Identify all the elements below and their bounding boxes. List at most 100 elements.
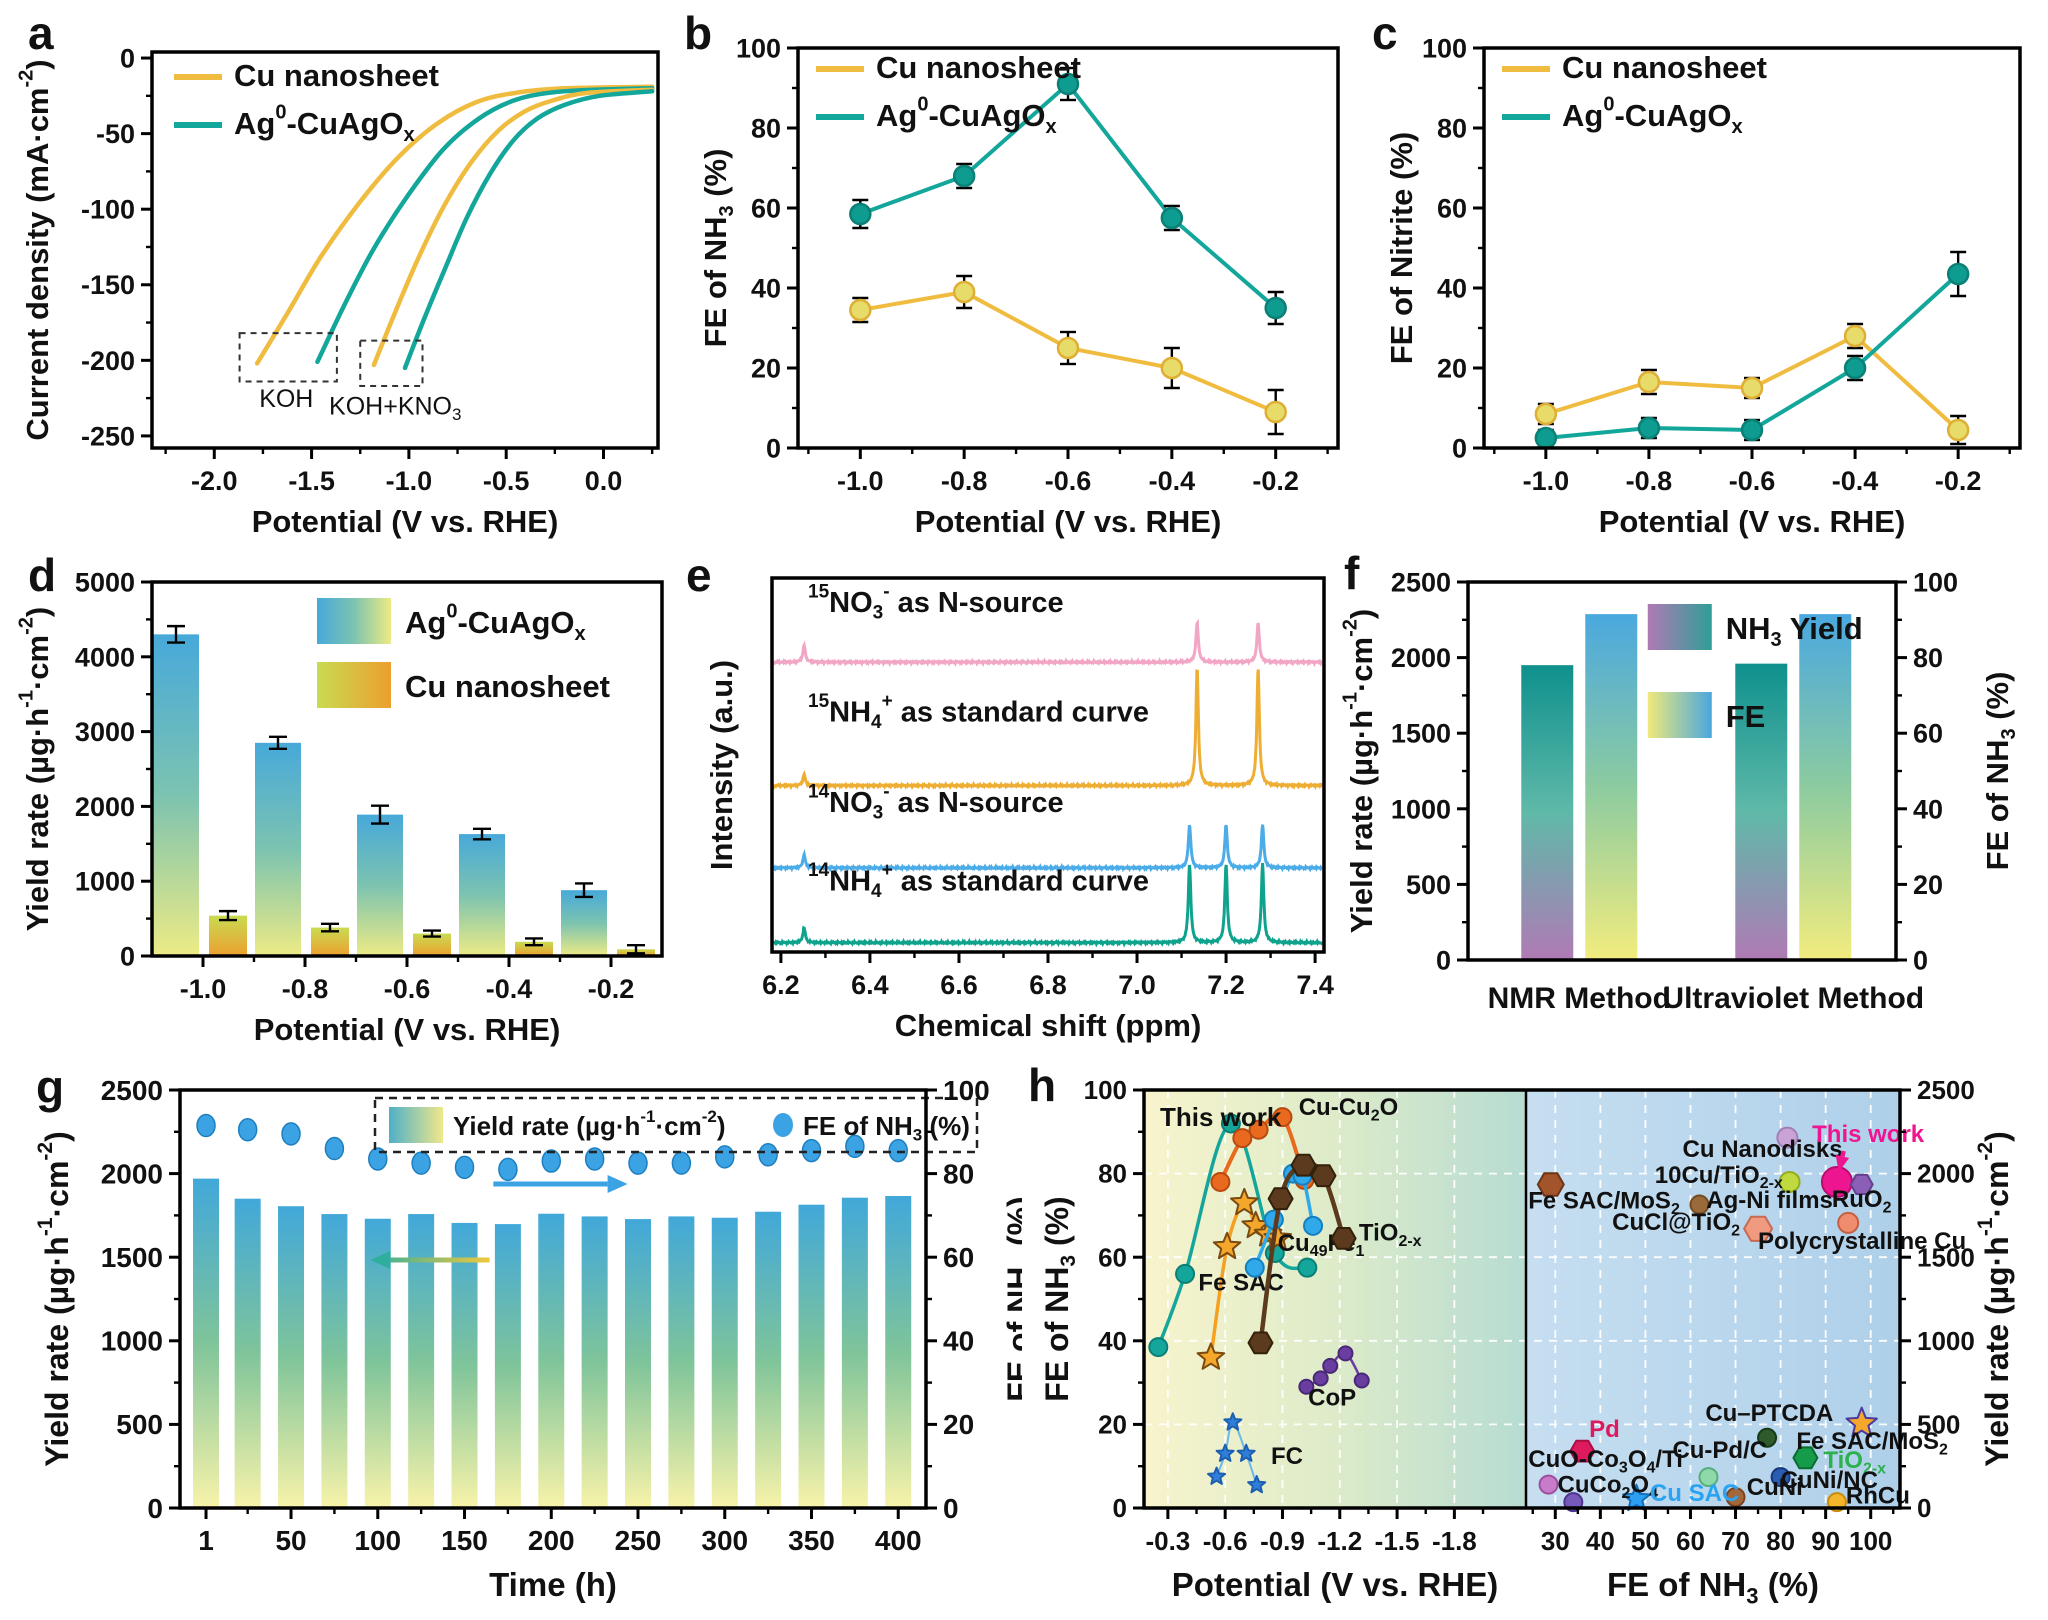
- svg-text:This work: This work: [1812, 1121, 1925, 1148]
- svg-text:Fe SAC/MoS2: Fe SAC/MoS2: [1528, 1188, 1680, 1218]
- svg-text:Intensity (a.u.): Intensity (a.u.): [704, 660, 739, 870]
- svg-text:RuO2: RuO2: [1832, 1186, 1892, 1216]
- svg-text:10Cu/TiO2-x: 10Cu/TiO2-x: [1655, 1162, 1783, 1192]
- svg-text:Ultraviolet Method: Ultraviolet Method: [1662, 982, 1924, 1015]
- panel-e-nmr-chart: 15NO3- as N-source 15NH4+ as standard cur…: [704, 576, 1334, 1043]
- panel-letter-h: h: [1028, 1059, 1057, 1111]
- svg-text:20: 20: [1437, 353, 1467, 383]
- svg-text:6.8: 6.8: [1029, 970, 1067, 1000]
- svg-text:KOH+KNO3: KOH+KNO3: [329, 393, 461, 425]
- svg-text:500: 500: [1917, 1410, 1960, 1440]
- svg-text:-200: -200: [81, 346, 135, 376]
- svg-text:80: 80: [751, 113, 781, 143]
- svg-text:Cu-Pd/C: Cu-Pd/C: [1672, 1437, 1767, 1464]
- panel-letter-b: b: [684, 7, 713, 59]
- svg-text:80: 80: [943, 1158, 974, 1189]
- svg-text:-0.4: -0.4: [1149, 466, 1196, 496]
- nmr-plot: 15NO3- as N-source 15NH4+ as standard cur…: [704, 576, 1334, 1043]
- svg-text:Yield rate (µg·h-1·cm-2): Yield rate (µg·h-1·cm-2): [16, 607, 56, 931]
- svg-text:70: 70: [1721, 1526, 1750, 1556]
- svg-text:-0.6: -0.6: [1729, 466, 1776, 496]
- svg-text:CuNi/NC: CuNi/NC: [1781, 1467, 1878, 1494]
- svg-text:0: 0: [120, 941, 135, 971]
- svg-text:40: 40: [751, 273, 781, 303]
- svg-text:7.2: 7.2: [1207, 970, 1245, 1000]
- svg-text:-0.9: -0.9: [1260, 1526, 1305, 1556]
- svg-text:1000: 1000: [1391, 794, 1451, 824]
- svg-text:-1.0: -1.0: [386, 466, 433, 496]
- svg-text:1000: 1000: [1917, 1326, 1975, 1356]
- svg-text:-0.2: -0.2: [1935, 466, 1982, 496]
- svg-text:FE of NH3 (%): FE of NH3 (%): [1001, 1196, 1022, 1401]
- svg-text:0: 0: [943, 1493, 959, 1524]
- svg-text:15NO3- as N-source: 15NO3- as N-source: [808, 582, 1064, 624]
- svg-text:100: 100: [1084, 1075, 1127, 1105]
- svg-text:Cu49Fe1: Cu49Fe1: [1278, 1230, 1365, 1260]
- svg-text:-1.2: -1.2: [1317, 1526, 1362, 1556]
- svg-text:-0.2: -0.2: [588, 974, 635, 1004]
- svg-text:500: 500: [1406, 870, 1451, 900]
- svg-text:100: 100: [354, 1525, 401, 1556]
- svg-text:0: 0: [1917, 1493, 1931, 1523]
- svg-text:0: 0: [1113, 1493, 1127, 1523]
- svg-text:20: 20: [943, 1409, 974, 1440]
- svg-text:0: 0: [120, 43, 135, 73]
- svg-text:-0.4: -0.4: [486, 974, 533, 1004]
- svg-text:14NO3- as N-source: 14NO3- as N-source: [808, 781, 1064, 823]
- svg-text:1500: 1500: [1917, 1242, 1975, 1272]
- svg-text:CuNi: CuNi: [1747, 1474, 1803, 1501]
- svg-text:80: 80: [1437, 113, 1467, 143]
- svg-text:60: 60: [1676, 1526, 1705, 1556]
- svg-text:90: 90: [1811, 1526, 1840, 1556]
- svg-text:Potential (V vs. RHE): Potential (V vs. RHE): [915, 504, 1222, 539]
- svg-text:FE of NH3 (%): FE of NH3 (%): [698, 149, 738, 348]
- svg-text:6.4: 6.4: [851, 970, 889, 1000]
- svg-text:-0.4: -0.4: [1832, 466, 1879, 496]
- svg-text:Potential (V vs. RHE): Potential (V vs. RHE): [252, 504, 559, 539]
- svg-text:6.6: 6.6: [940, 970, 978, 1000]
- svg-text:Potential (V vs. RHE): Potential (V vs. RHE): [254, 1012, 561, 1047]
- svg-text:300: 300: [701, 1525, 748, 1556]
- svg-text:KOH: KOH: [259, 385, 313, 413]
- svg-text:0: 0: [1436, 945, 1451, 975]
- svg-text:15NH4+ as standard curve: 15NH4+ as standard curve: [808, 691, 1149, 733]
- svg-text:Time (h): Time (h): [489, 1566, 617, 1603]
- svg-text:3000: 3000: [75, 717, 135, 747]
- svg-text:FE of NH3 (%): FE of NH3 (%): [1039, 1196, 1080, 1401]
- panel-g-stability-chart: Yield rate (µg·h-1·cm-2) FE of NH3 (%)1 50…: [34, 1075, 1022, 1603]
- svg-text:50: 50: [275, 1525, 306, 1556]
- svg-text:40: 40: [1098, 1326, 1127, 1356]
- svg-text:Yield rate (µg·h-1·cm-2): Yield rate (µg·h-1·cm-2): [1340, 609, 1379, 933]
- svg-text:0: 0: [147, 1493, 163, 1524]
- svg-text:0: 0: [1452, 433, 1467, 463]
- svg-text:60: 60: [1913, 719, 1943, 749]
- svg-text:-50: -50: [96, 119, 135, 149]
- svg-text:Yield rate (µg·h-1·cm-2): Yield rate (µg·h-1·cm-2): [453, 1107, 726, 1141]
- svg-text:Ag0-CuAgOx: Ag0-CuAgOx: [876, 94, 1057, 138]
- svg-text:Chemical shift (ppm): Chemical shift (ppm): [895, 1008, 1202, 1043]
- svg-text:-1.0: -1.0: [180, 974, 227, 1004]
- line-plot: Cu nanosheet Ag0-CuAgOx -1.0 -0.8 -0.6 -0.4 -0…: [1384, 33, 2022, 539]
- svg-text:Ag0-CuAgOx: Ag0-CuAgOx: [234, 102, 415, 146]
- svg-text:20: 20: [751, 353, 781, 383]
- svg-text:0: 0: [1913, 945, 1928, 975]
- panel-letter-a: a: [28, 7, 54, 59]
- svg-text:FE of Nitrite (%): FE of Nitrite (%): [1384, 132, 1419, 365]
- panel-d-yield-bar-chart: Ag0-CuAgOx Cu nanosheet -1.0 -0.8 -0.6 -0.4 -0…: [16, 567, 664, 1047]
- svg-text:Fe SAC/MoS2: Fe SAC/MoS2: [1796, 1428, 1948, 1458]
- svg-text:-1.5: -1.5: [1375, 1526, 1420, 1556]
- svg-text:-250: -250: [81, 421, 135, 451]
- svg-text:CuCl@TiO2: CuCl@TiO2: [1612, 1209, 1740, 1239]
- bar-plot: Ag0-CuAgOx Cu nanosheet -1.0 -0.8 -0.6 -0.4 -0…: [16, 567, 664, 1047]
- panel-c-fe-nitrite-chart: Cu nanosheet Ag0-CuAgOx -1.0 -0.8 -0.6 -0.4 -0…: [1384, 33, 2022, 539]
- svg-text:100: 100: [1422, 33, 1467, 63]
- svg-text:0.0: 0.0: [585, 466, 623, 496]
- svg-text:100: 100: [943, 1075, 990, 1106]
- svg-text:-0.6: -0.6: [1045, 466, 1092, 496]
- svg-text:FC: FC: [1271, 1443, 1303, 1470]
- svg-text:-150: -150: [81, 270, 135, 300]
- lsv-plot: KOH KOH+KNO3 Cu nanosheet Ag0-CuAgOx -2.0 -1.…: [16, 43, 660, 539]
- svg-text:60: 60: [751, 193, 781, 223]
